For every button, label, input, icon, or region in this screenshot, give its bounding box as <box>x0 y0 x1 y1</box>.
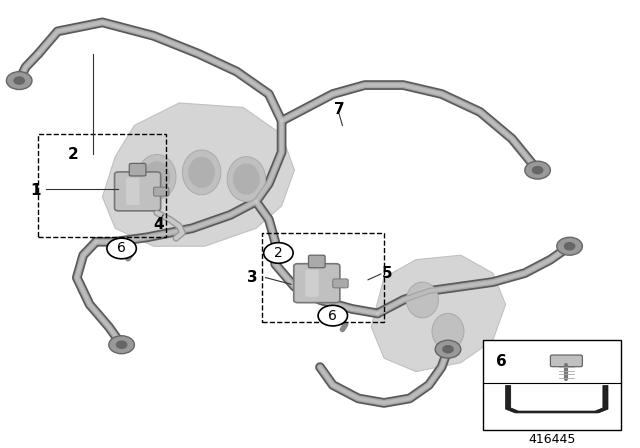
Circle shape <box>264 243 293 263</box>
Text: 6: 6 <box>117 241 126 255</box>
FancyBboxPatch shape <box>126 178 140 205</box>
FancyBboxPatch shape <box>305 270 319 297</box>
Text: 2: 2 <box>68 147 79 162</box>
Text: 2: 2 <box>274 246 283 260</box>
Ellipse shape <box>188 157 215 188</box>
FancyBboxPatch shape <box>550 355 582 366</box>
FancyBboxPatch shape <box>129 164 146 176</box>
Text: 416445: 416445 <box>528 433 576 446</box>
Text: 4: 4 <box>154 217 164 232</box>
Polygon shape <box>102 103 294 246</box>
Circle shape <box>532 167 543 174</box>
Ellipse shape <box>138 155 176 199</box>
Circle shape <box>14 77 24 84</box>
Circle shape <box>443 345 453 353</box>
Ellipse shape <box>233 164 260 195</box>
FancyBboxPatch shape <box>115 172 161 211</box>
FancyBboxPatch shape <box>308 255 325 268</box>
Circle shape <box>557 237 582 255</box>
FancyBboxPatch shape <box>294 264 340 303</box>
Text: 7: 7 <box>334 102 344 117</box>
Circle shape <box>116 341 127 348</box>
Polygon shape <box>506 385 608 413</box>
Circle shape <box>525 161 550 179</box>
Bar <box>38 134 166 237</box>
Ellipse shape <box>432 314 464 349</box>
Circle shape <box>435 340 461 358</box>
Ellipse shape <box>227 157 266 202</box>
Ellipse shape <box>143 161 170 193</box>
Text: 6: 6 <box>496 354 507 369</box>
Text: 6: 6 <box>328 309 337 323</box>
FancyBboxPatch shape <box>333 279 348 288</box>
Circle shape <box>109 336 134 353</box>
Ellipse shape <box>182 150 221 195</box>
Text: 5: 5 <box>382 267 392 281</box>
Circle shape <box>318 306 348 326</box>
Circle shape <box>564 243 575 250</box>
Text: 1: 1 <box>30 183 40 198</box>
Circle shape <box>6 72 32 90</box>
Circle shape <box>107 238 136 259</box>
Bar <box>262 233 384 323</box>
Text: 3: 3 <box>248 270 258 285</box>
Polygon shape <box>371 255 506 371</box>
Bar <box>483 340 621 430</box>
FancyBboxPatch shape <box>154 187 169 196</box>
Ellipse shape <box>406 282 438 318</box>
